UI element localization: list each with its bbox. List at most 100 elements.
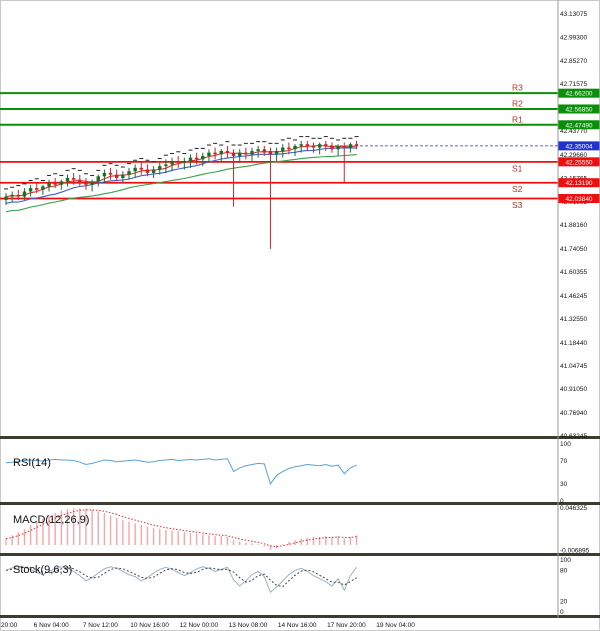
price-tick-label: 41.04745 <box>560 363 587 370</box>
candle-body <box>238 152 242 157</box>
candle-body <box>145 169 150 173</box>
price-tick-label: 41.88160 <box>560 222 587 229</box>
candle-body <box>28 188 33 192</box>
candle-body <box>311 145 316 148</box>
resistance-r3-badge <box>558 88 600 98</box>
ma-mid-line <box>5 147 357 204</box>
candle-body <box>139 167 143 170</box>
time-axis-label: 6 Nov 04:00 <box>34 622 69 629</box>
candle-body <box>158 166 162 170</box>
candle-body <box>115 174 119 178</box>
time-axis-label: 14 Nov 16:00 <box>278 622 317 629</box>
price-tick-label: 40.91050 <box>560 386 587 393</box>
candle-body <box>293 145 297 150</box>
price-tick-label: 40.76940 <box>560 410 587 417</box>
time-axis-label: 12 Nov 00:00 <box>179 622 218 629</box>
candle-body <box>16 194 20 197</box>
stoch-tick-label: 100 <box>560 557 571 564</box>
price-tick-label: 41.74050 <box>560 246 587 253</box>
candle-body <box>188 157 193 162</box>
price-tick-label: 40.63245 <box>560 433 587 440</box>
support-s3-badge <box>558 194 600 204</box>
candle-body <box>182 161 187 163</box>
rsi-panel: 100 70 30 0 <box>5 441 571 505</box>
candle-body <box>71 177 76 180</box>
ma-slow-line <box>5 154 357 213</box>
panel-separator-3 <box>0 615 600 618</box>
candle-body <box>10 194 14 197</box>
candle-body <box>170 161 174 165</box>
macd-tick-label: -0.006895 <box>560 548 590 555</box>
candle-body <box>4 196 8 200</box>
panel-separator-0 <box>0 436 600 439</box>
candle-body <box>53 183 57 185</box>
time-axis-label: 13 Nov 08:00 <box>229 622 268 629</box>
candle-body <box>108 172 113 175</box>
candle-body <box>96 176 100 182</box>
sar-dots <box>4 136 359 190</box>
price-axis: 43.13075 42.99300 42.85270 42.71575 42.43770… <box>558 11 600 440</box>
candle-body <box>268 150 273 155</box>
candle-body <box>22 191 27 197</box>
candle-body <box>256 149 260 151</box>
time-axis: 20:00 6 Nov 04:00 7 Nov 12:00 10 Nov 16:00 1… <box>1 622 415 629</box>
candle-body <box>225 150 230 153</box>
stoch-k-line <box>5 565 358 594</box>
candle-body <box>47 183 51 187</box>
price-tick-label: 42.71575 <box>560 81 587 88</box>
candle-body <box>176 161 180 163</box>
price-tick-label: 41.32550 <box>560 316 587 323</box>
candle-body <box>201 156 205 160</box>
candle-body <box>133 167 137 172</box>
time-axis-label: 17 Nov 20:00 <box>327 622 366 629</box>
ma-fast-line <box>5 144 357 198</box>
rsi-tick-label: 0 <box>560 498 564 505</box>
rsi-tick-label: 30 <box>560 481 568 488</box>
candle-body <box>59 181 64 185</box>
candle-body <box>250 150 254 155</box>
candle-body <box>102 172 107 177</box>
time-axis-label: 10 Nov 16:00 <box>130 622 169 629</box>
price-tick-label: 41.46245 <box>560 293 587 300</box>
stoch-tick-label: 80 <box>560 567 568 574</box>
candle-body <box>213 152 217 155</box>
candle-body <box>151 169 156 173</box>
candle-body <box>287 147 291 150</box>
resistance-r3-badge-label: 42.66200 <box>565 91 592 98</box>
candle-body <box>299 144 303 146</box>
candle-body <box>324 144 328 146</box>
candle-body <box>127 171 131 175</box>
resistance-r2-badge-label: 42.56850 <box>565 106 592 113</box>
candle-body <box>274 150 279 155</box>
panel-separator-2 <box>0 553 600 556</box>
candle-body <box>78 179 82 184</box>
rsi-tick-label: 100 <box>560 441 571 448</box>
support-s1-badge-label: 42.25550 <box>565 159 592 166</box>
pivot-label-s3: S3 <box>512 200 523 210</box>
macd-panel: 0.046325 -0.006895 <box>5 505 590 555</box>
candle-body <box>219 150 223 155</box>
stoch-panel: 100 80 20 0 <box>5 557 571 616</box>
current-price-badge-label: 42.35004 <box>565 143 592 150</box>
candle-body <box>336 145 340 150</box>
candle-body <box>348 144 353 148</box>
candle-body <box>84 183 88 185</box>
candle-body <box>121 174 125 178</box>
price-tick-label: 42.29660 <box>560 152 587 159</box>
price-tick-label: 41.60355 <box>560 269 587 276</box>
price-tick-label: 42.85270 <box>560 58 587 65</box>
price-tick-label: 42.43770 <box>560 128 587 135</box>
support-s2-badge <box>558 178 600 188</box>
candle-body <box>65 177 70 182</box>
price-tick-label: 41.18440 <box>560 340 587 347</box>
candle-body <box>194 157 199 160</box>
macd-panel-title: MACD(12,26,9) <box>13 514 90 526</box>
candlesticks <box>4 140 359 249</box>
pivot-label-r1: R1 <box>512 114 523 124</box>
candle-body <box>330 145 334 150</box>
candle-body <box>231 152 236 157</box>
pivot-label-s1: S1 <box>512 163 523 173</box>
time-axis-label: 20:00 <box>1 622 18 629</box>
